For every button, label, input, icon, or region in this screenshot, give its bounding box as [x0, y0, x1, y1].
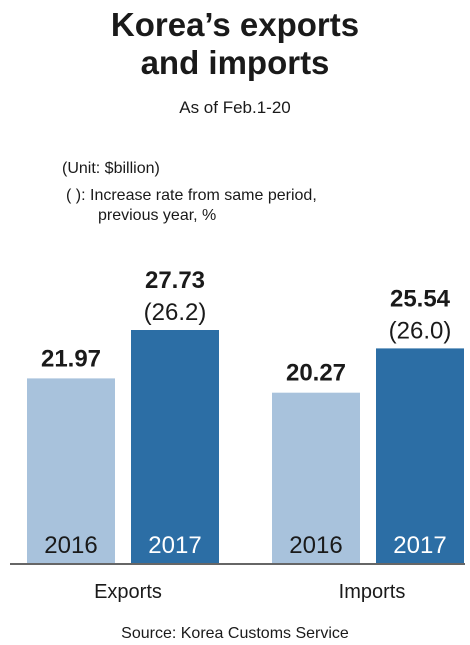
- category-label: Exports: [94, 581, 162, 603]
- data-label-rate: (26.0): [389, 317, 452, 344]
- title-line-2: and imports: [140, 44, 330, 81]
- category-label: Imports: [339, 581, 406, 603]
- data-label-value: 25.54: [390, 285, 451, 312]
- rate-note: ( ): Increase rate from same period, pre…: [66, 186, 317, 226]
- bar-year-label: 2017: [148, 532, 201, 559]
- chart-title: Korea’s exports and imports: [0, 6, 470, 82]
- rate-note-line-2: previous year, %: [98, 207, 217, 224]
- data-label-value: 21.97: [41, 345, 101, 372]
- bar-imports-2017: [376, 348, 464, 563]
- bar-year-label: 2017: [393, 532, 446, 559]
- rate-note-line-1: ( ): Increase rate from same period,: [66, 187, 317, 204]
- bar-imports-2016: [272, 392, 360, 563]
- unit-note: (Unit: $billion): [62, 160, 160, 177]
- data-label-value: 20.27: [286, 360, 346, 387]
- data-label-rate: (26.2): [144, 299, 207, 326]
- bar-year-label: 2016: [44, 532, 97, 559]
- title-line-1: Korea’s exports: [110, 6, 360, 43]
- bar-exports-2016: [27, 378, 115, 563]
- data-label-value: 27.73: [145, 267, 205, 294]
- source-note: Source: Korea Customs Service: [121, 625, 349, 642]
- bar-year-label: 2016: [289, 532, 342, 559]
- bar-exports-2017: [131, 330, 219, 563]
- chart-subtitle: As of Feb.1-20: [179, 98, 291, 117]
